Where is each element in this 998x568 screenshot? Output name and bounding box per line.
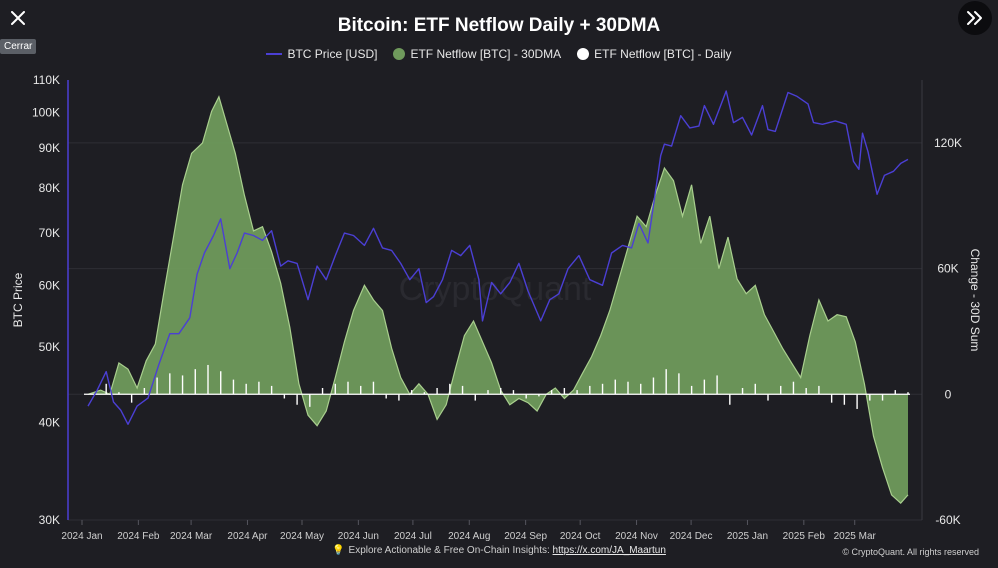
y-tick-label: 90K [39, 141, 60, 155]
x-tick-label: 2024 Jan [61, 531, 102, 542]
price-swatch [266, 53, 283, 55]
y-tick-label: 30K [39, 513, 60, 527]
y2-tick-label: 0 [945, 387, 952, 401]
y-tick-label: 110K [33, 73, 60, 87]
legend-label-price: BTC Price [USD] [287, 47, 378, 61]
chart-title: Bitcoin: ETF Netflow Daily + 30DMA [337, 15, 661, 36]
netflow-daily-bars [84, 364, 910, 409]
y2-tick-label: -60K [935, 513, 960, 527]
legend-item-price[interactable]: BTC Price [USD] [266, 47, 377, 61]
x-tick-label: 2024 Dec [670, 531, 713, 542]
legend-item-daily[interactable]: ETF Netflow [BTC] - Daily [577, 47, 732, 61]
copyright: © CryptoQuant. All rights reserved [842, 547, 979, 557]
axes: 110K 100K 90K 80K 70K 60K 50K 40K 30K 120K 60K 0 -60… [11, 73, 982, 542]
y-axis-title: BTC Price [11, 272, 25, 327]
y-tick-label: 50K [39, 340, 60, 354]
30dma-swatch [393, 48, 406, 60]
daily-swatch [577, 48, 590, 60]
y2-axis-title: Change - 30D Sum [968, 249, 982, 352]
x-tick-label: 2024 Feb [117, 531, 160, 542]
y-tick-label: 100K [32, 105, 60, 119]
x-tick-label: 2025 Feb [783, 531, 826, 542]
close-icon [11, 11, 25, 25]
close-tooltip: Cerrar [0, 39, 37, 54]
lightbulb-icon: 💡 [332, 545, 345, 556]
y-tick-label: 80K [39, 181, 60, 195]
x-tick-label: 2025 Mar [834, 531, 877, 542]
footer: 💡 Explore Actionable & Free On-Chain Insi… [0, 545, 998, 556]
y-tick-label: 70K [39, 226, 60, 240]
x-tick-label: 2024 Oct [560, 531, 601, 542]
netflow-30dma-fill [88, 96, 908, 504]
x-tick-label: 2024 Jul [394, 531, 432, 542]
legend-label-daily: ETF Netflow [BTC] - Daily [594, 47, 732, 61]
x-tick-label: 2024 Aug [448, 531, 490, 542]
x-tick-label: 2024 Apr [227, 531, 268, 542]
x-tick-label: 2024 Jun [338, 531, 379, 542]
x-tick-label: 2024 May [280, 531, 324, 542]
x-tick-label: 2025 Jan [727, 531, 768, 542]
legend-item-30dma[interactable]: ETF Netflow [BTC] - 30DMA [393, 47, 561, 61]
y2-tick-label: 60K [937, 262, 958, 276]
footer-link[interactable]: https://x.com/JA_Maartun [552, 545, 666, 556]
footer-text: Explore Actionable & Free On-Chain Insig… [348, 545, 550, 556]
btc-price-path [87, 90, 909, 425]
double-chevron-right-icon [967, 11, 982, 25]
legend-label-30dma: ETF Netflow [BTC] - 30DMA [410, 47, 562, 61]
btc-price-line [87, 90, 909, 425]
close-button[interactable] [4, 4, 32, 32]
x-tick-label: 2024 Nov [615, 531, 658, 542]
x-tick-label: 2024 Mar [170, 531, 213, 542]
legend: BTC Price [USD] ETF Netflow [BTC] - 30DM… [0, 47, 998, 61]
expand-button[interactable] [958, 1, 992, 35]
x-tick-label: 2024 Sep [504, 531, 547, 542]
y-tick-label: 40K [39, 416, 60, 430]
y-tick-label: 60K [39, 278, 60, 292]
y2-tick-label: 120K [934, 136, 962, 150]
watermark: CryptoQuant [399, 270, 592, 308]
